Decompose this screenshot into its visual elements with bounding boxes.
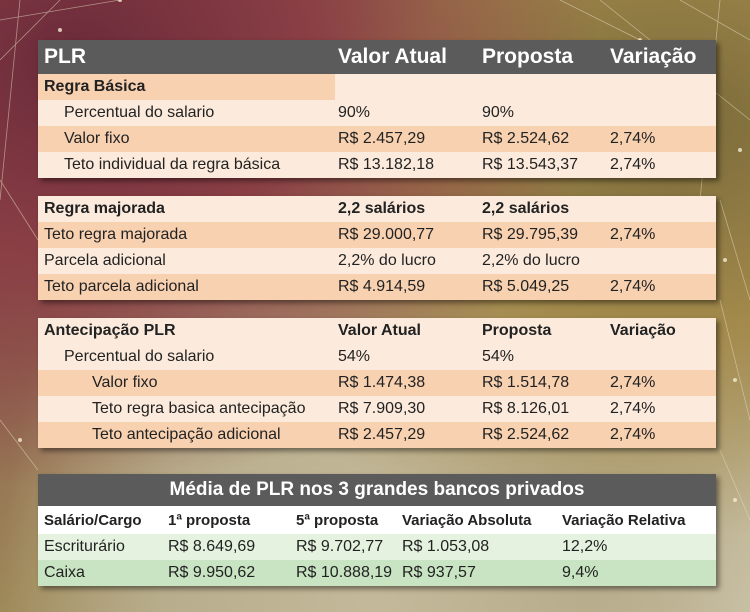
row-label: Teto antecipação adicional xyxy=(92,426,281,443)
valor-atual-cell: 90% xyxy=(338,104,371,121)
valor-atual-header: Valor Atual xyxy=(338,322,421,339)
plr-header-label: PLR xyxy=(44,45,86,68)
column-header: Salário/Cargo xyxy=(44,511,142,529)
variacao-relativa-cell: 12,2% xyxy=(562,538,608,555)
variacao-cell: 2,74% xyxy=(610,130,656,147)
quinta-proposta-cell: R$ 9.702,77 xyxy=(296,538,384,555)
valor-atual-cell: R$ 2.457,29 xyxy=(338,130,426,147)
table-row: Teto individual da regra básica R$ 13.18… xyxy=(38,152,716,178)
proposta-cell: 54% xyxy=(482,348,515,365)
column-header: Variação Absoluta xyxy=(402,511,532,529)
variacao-header: Variação xyxy=(610,322,676,339)
quinta-proposta-cell: R$ 10.888,19 xyxy=(296,564,393,581)
table-row: Parcela adicional 2,2% do lucro 2,2% do … xyxy=(38,248,716,274)
row-label: Valor fixo xyxy=(64,130,130,147)
regra-majorada-title-row: Regra majorada 2,2 salários 2,2 salários xyxy=(38,196,716,222)
table-row: Teto parcela adicional R$ 4.914,59 R$ 5.… xyxy=(38,274,716,300)
regra-majorada-table: Regra majorada 2,2 salários 2,2 salários… xyxy=(38,196,716,300)
table-row: Teto antecipação adicional R$ 2.457,29 R… xyxy=(38,422,716,448)
variacao-header: Variação xyxy=(610,45,697,68)
valor-atual-cell: R$ 2.457,29 xyxy=(338,426,426,443)
proposta-cell: 2,2% do lucro xyxy=(482,252,580,269)
plr-header-row: PLR Valor Atual Proposta Variação xyxy=(38,40,716,74)
media-title-row: Média de PLR nos 3 grandes bancos privad… xyxy=(38,474,716,506)
table-row: Percentual do salario 90% 90% xyxy=(38,100,716,126)
proposta-cell: R$ 5.049,25 xyxy=(482,278,570,295)
valor-atual-cell: 2,2 salários xyxy=(338,200,426,217)
row-label: Valor fixo xyxy=(92,374,158,391)
valor-atual-cell: 54% xyxy=(338,348,371,365)
plr-regra-basica-table: PLR Valor Atual Proposta Variação Regra … xyxy=(38,40,716,178)
table-row: Valor fixo R$ 1.474,38 R$ 1.514,78 2,74% xyxy=(38,370,716,396)
variacao-cell: 2,74% xyxy=(610,400,656,417)
row-label: Percentual do salario xyxy=(64,348,215,365)
variacao-absoluta-cell: R$ 1.053,08 xyxy=(402,538,490,555)
row-label: Parcela adicional xyxy=(44,252,166,269)
row-label: Teto regra majorada xyxy=(44,226,188,243)
proposta-header: Proposta xyxy=(482,45,574,68)
row-label: Percentual do salario xyxy=(64,104,215,121)
column-header: 5ª proposta xyxy=(296,511,379,529)
antecipacao-title: Antecipação PLR xyxy=(44,322,176,339)
media-header-row: Salário/Cargo 1ª proposta 5ª proposta Va… xyxy=(38,506,716,534)
proposta-cell: R$ 29.795,39 xyxy=(482,226,579,243)
valor-atual-header: Valor Atual xyxy=(338,45,447,68)
proposta-cell: R$ 2.524,62 xyxy=(482,426,570,443)
valor-atual-cell: R$ 7.909,30 xyxy=(338,400,426,417)
primeira-proposta-cell: R$ 9.950,62 xyxy=(168,564,256,581)
proposta-cell: 2,2 salários xyxy=(482,200,570,217)
variacao-cell: 2,74% xyxy=(610,374,656,391)
proposta-cell: R$ 8.126,01 xyxy=(482,400,570,417)
valor-atual-cell: 2,2% do lucro xyxy=(338,252,436,269)
variacao-cell: 2,74% xyxy=(610,278,656,295)
variacao-cell: 2,74% xyxy=(610,156,656,173)
regra-basica-title-row: Regra Básica xyxy=(38,74,716,100)
variacao-relativa-cell: 9,4% xyxy=(562,564,599,581)
primeira-proposta-cell: R$ 8.649,69 xyxy=(168,538,256,555)
media-plr-table: Média de PLR nos 3 grandes bancos privad… xyxy=(38,474,716,586)
valor-atual-cell: R$ 4.914,59 xyxy=(338,278,426,295)
regra-basica-title: Regra Básica xyxy=(38,74,335,100)
proposta-cell: R$ 13.543,37 xyxy=(482,156,579,173)
table-row: Caixa R$ 9.950,62 R$ 10.888,19 R$ 937,57… xyxy=(38,560,716,586)
variacao-cell: 2,74% xyxy=(610,426,656,443)
row-label: Teto parcela adicional xyxy=(44,278,199,295)
cargo-cell: Caixa xyxy=(44,564,85,581)
antecipacao-plr-table: Antecipação PLR Valor Atual Proposta Var… xyxy=(38,318,716,448)
valor-atual-cell: R$ 13.182,18 xyxy=(338,156,435,173)
proposta-cell: R$ 2.524,62 xyxy=(482,130,570,147)
table-row: Escriturário R$ 8.649,69 R$ 9.702,77 R$ … xyxy=(38,534,716,560)
antecipacao-title-row: Antecipação PLR Valor Atual Proposta Var… xyxy=(38,318,716,344)
table-row: Teto regra basica antecipação R$ 7.909,3… xyxy=(38,396,716,422)
proposta-header: Proposta xyxy=(482,322,552,339)
row-label: Teto regra basica antecipação xyxy=(92,400,306,417)
proposta-cell: 90% xyxy=(482,104,515,121)
variacao-absoluta-cell: R$ 937,57 xyxy=(402,564,476,581)
regra-majorada-title: Regra majorada xyxy=(44,200,165,217)
proposta-cell: R$ 1.514,78 xyxy=(482,374,570,391)
media-title: Média de PLR nos 3 grandes bancos privad… xyxy=(169,479,585,500)
table-row: Percentual do salario 54% 54% xyxy=(38,344,716,370)
table-row: Teto regra majorada R$ 29.000,77 R$ 29.7… xyxy=(38,222,716,248)
row-label: Teto individual da regra básica xyxy=(64,156,281,173)
cargo-cell: Escriturário xyxy=(44,538,125,555)
valor-atual-cell: R$ 1.474,38 xyxy=(338,374,426,391)
valor-atual-cell: R$ 29.000,77 xyxy=(338,226,435,243)
variacao-cell: 2,74% xyxy=(610,226,656,243)
column-header: 1ª proposta xyxy=(168,511,251,529)
table-row: Valor fixo R$ 2.457,29 R$ 2.524,62 2,74% xyxy=(38,126,716,152)
column-header: Variação Relativa xyxy=(562,511,686,529)
